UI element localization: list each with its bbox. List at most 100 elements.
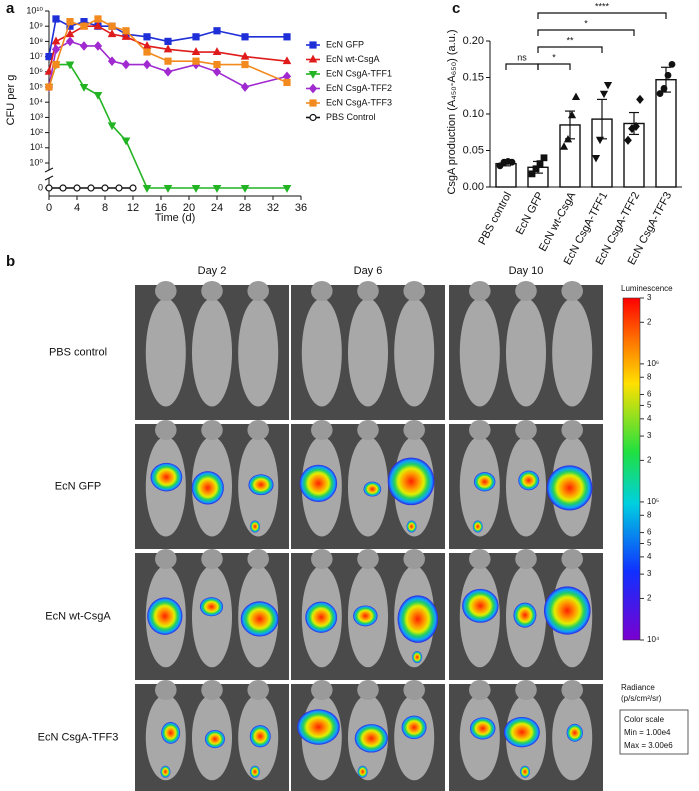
data-point — [559, 142, 569, 150]
mouse-head — [311, 680, 333, 700]
data-point — [536, 160, 544, 168]
y-tick-label: 0.00 — [463, 181, 484, 193]
marker — [213, 27, 221, 35]
mouse-head — [561, 549, 583, 569]
data-point — [591, 154, 601, 163]
signal — [353, 605, 378, 627]
data-point — [664, 71, 672, 79]
panel-label: a — [6, 0, 15, 17]
data-point — [660, 85, 668, 92]
x-axis-label: Time (d) — [155, 212, 196, 224]
signal — [248, 474, 274, 496]
mouse-head — [469, 680, 491, 700]
mouse-head — [469, 281, 491, 301]
mouse-head — [403, 680, 425, 700]
significance-label: * — [584, 18, 588, 28]
mouse — [347, 298, 389, 407]
y-tick-label: 0 — [38, 182, 43, 192]
marker — [163, 44, 173, 53]
data-point — [636, 94, 644, 104]
signal — [240, 601, 279, 637]
y-tick-label: 0.10 — [463, 108, 484, 120]
colorbar-tick-label: 5 — [647, 401, 652, 410]
colorbar-tick-label: 2 — [647, 455, 652, 464]
legend-label: EcN wt-CsgA — [326, 54, 380, 64]
mouse-head — [201, 680, 223, 700]
data-point — [571, 92, 581, 101]
legend-marker — [309, 41, 317, 49]
marker — [163, 66, 173, 77]
y-tick-label: 10² — [30, 127, 43, 137]
mouse-head — [357, 420, 379, 440]
marker — [66, 18, 74, 26]
mouse — [191, 298, 233, 407]
data-point — [508, 158, 516, 166]
signal — [519, 765, 530, 778]
legend-marker — [309, 99, 317, 107]
colorbar-tick-label: 6 — [647, 390, 652, 399]
mouse — [459, 298, 500, 407]
marker — [107, 122, 117, 131]
row-label: EcN CsgA-TFF3 — [38, 731, 119, 743]
significance-bracket — [537, 63, 571, 70]
mouse — [552, 298, 593, 407]
data-point — [668, 60, 676, 68]
legend-label: EcN CsgA-TFF2 — [326, 83, 392, 93]
marker — [142, 41, 152, 49]
significance-label: ns — [517, 52, 527, 62]
signal — [543, 586, 591, 635]
mouse — [505, 298, 547, 407]
marker — [212, 185, 222, 193]
signal — [469, 717, 496, 740]
marker — [213, 60, 221, 69]
y-axis-label: CsgA production (A₄₅₀-A₆₅₀) (a.u.) — [446, 29, 458, 194]
significance-bracket — [537, 12, 667, 19]
signal — [191, 471, 224, 505]
signal — [518, 470, 540, 491]
mouse-head — [155, 420, 177, 440]
marker — [107, 56, 117, 67]
x-tick-label: 36 — [295, 202, 307, 214]
column-label: Day 2 — [198, 265, 227, 277]
signal — [299, 464, 338, 503]
marker — [79, 41, 89, 51]
marker — [65, 36, 75, 47]
y-tick-label: 10⁴ — [29, 97, 43, 107]
signal — [204, 729, 225, 749]
data-point — [603, 81, 613, 90]
x-tick-label: 32 — [267, 202, 279, 214]
data-point — [599, 90, 609, 99]
x-tick-label: 0 — [46, 202, 52, 214]
marker — [44, 66, 54, 75]
marker — [282, 56, 292, 65]
marker — [164, 57, 172, 65]
y-tick-label: 10⁰ — [29, 157, 43, 167]
colorbar-tick-label: 3 — [647, 569, 652, 578]
legend-label: EcN CsgA-TFF3 — [326, 97, 392, 107]
mouse-head — [403, 281, 425, 301]
legend-marker — [308, 70, 318, 79]
marker — [240, 185, 250, 193]
color-scale-min: Min = 1.00e4 — [624, 728, 671, 737]
colorbar-tick-label: 3 — [647, 293, 652, 302]
marker — [121, 31, 131, 40]
panel-label: b — [6, 253, 15, 270]
colorbar-tick-label: 10⁴ — [647, 635, 660, 644]
mouse-head — [561, 281, 583, 301]
marker — [79, 83, 89, 92]
signal — [472, 520, 483, 533]
marker — [283, 33, 291, 41]
mouse-head — [357, 549, 379, 569]
marker — [241, 60, 249, 69]
legend-label: EcN GFP — [326, 39, 364, 49]
mouse-head — [469, 420, 491, 440]
panel-label: c — [452, 0, 460, 17]
signal — [363, 481, 382, 497]
mouse-head — [247, 680, 269, 700]
mouse-head — [357, 680, 379, 700]
mouse-head — [201, 281, 223, 301]
mouse-head — [515, 281, 537, 301]
colorbar-tick-label: 2 — [647, 317, 652, 326]
mouse-head — [561, 420, 583, 440]
marker — [94, 15, 102, 23]
